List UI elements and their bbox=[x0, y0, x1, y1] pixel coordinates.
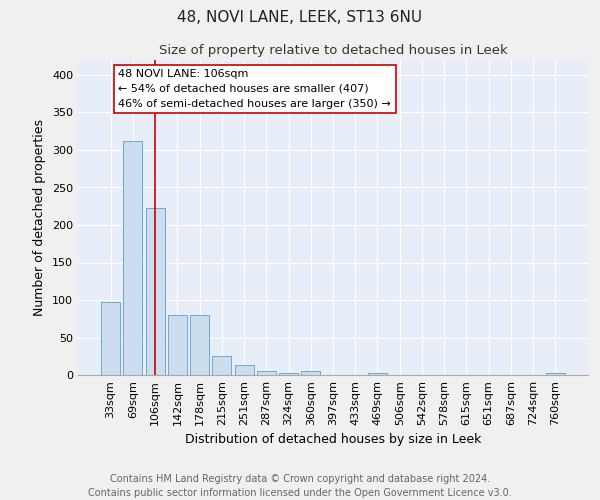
Text: Contains HM Land Registry data © Crown copyright and database right 2024.
Contai: Contains HM Land Registry data © Crown c… bbox=[88, 474, 512, 498]
Bar bbox=[146, 208, 164, 375]
Bar bbox=[124, 141, 142, 375]
Bar bbox=[190, 315, 209, 375]
Y-axis label: Number of detached properties: Number of detached properties bbox=[34, 119, 46, 316]
Bar bbox=[368, 373, 387, 375]
Bar bbox=[546, 373, 565, 375]
Text: 48 NOVI LANE: 106sqm
← 54% of detached houses are smaller (407)
46% of semi-deta: 48 NOVI LANE: 106sqm ← 54% of detached h… bbox=[118, 69, 391, 108]
Bar bbox=[301, 370, 320, 375]
Bar bbox=[101, 302, 120, 375]
X-axis label: Distribution of detached houses by size in Leek: Distribution of detached houses by size … bbox=[185, 434, 481, 446]
Bar bbox=[235, 365, 254, 375]
Bar bbox=[257, 371, 276, 375]
Text: 48, NOVI LANE, LEEK, ST13 6NU: 48, NOVI LANE, LEEK, ST13 6NU bbox=[178, 10, 422, 25]
Bar bbox=[279, 373, 298, 375]
Bar bbox=[168, 315, 187, 375]
Title: Size of property relative to detached houses in Leek: Size of property relative to detached ho… bbox=[158, 44, 508, 58]
Bar bbox=[212, 356, 231, 375]
